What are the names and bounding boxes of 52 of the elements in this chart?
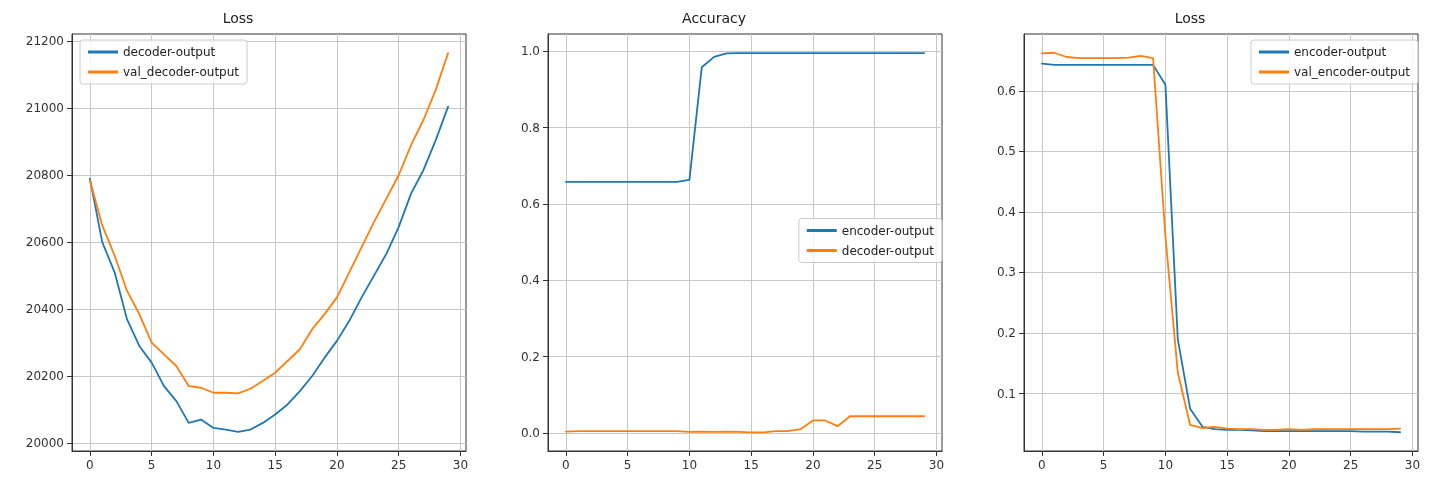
x-tick-label: 5: [623, 458, 632, 472]
y-tick-label: 0.8: [520, 120, 540, 135]
y-tick-label: 21200: [25, 34, 64, 49]
x-tick-label: 20: [805, 458, 821, 472]
legend-label: decoder-output: [123, 45, 216, 59]
x-tick-label: 0: [1038, 458, 1046, 472]
x-tick-label: 20: [329, 458, 345, 472]
x-tick-label: 30: [928, 458, 945, 472]
chart-title: Accuracy: [682, 10, 746, 26]
x-tick-label: 10: [681, 458, 698, 472]
x-tick-label: 10: [1157, 458, 1174, 472]
y-tick-label: 20600: [25, 235, 64, 250]
chart-title: Loss: [222, 10, 254, 26]
x-tick-label: 5: [1099, 458, 1108, 472]
x-tick-label: 5: [147, 458, 156, 472]
y-tick-label: 0.6: [996, 83, 1016, 98]
y-tick-label: 0.0: [520, 426, 540, 441]
x-tick-label: 25: [391, 458, 407, 472]
x-tick-label: 15: [1219, 458, 1235, 472]
legend-label: val_encoder-output: [1293, 65, 1411, 79]
y-tick-label: 0.3: [996, 265, 1016, 280]
x-tick-label: 0: [562, 458, 570, 472]
y-tick-label: 0.5: [996, 144, 1016, 159]
x-tick-label: 15: [743, 458, 759, 472]
y-tick-label: 21000: [25, 101, 64, 116]
legend-label: encoder-output: [841, 223, 935, 238]
y-tick-label: 0.4: [996, 204, 1016, 219]
y-tick-label: 1.0: [520, 44, 540, 59]
legend-label: val_decoder-output: [123, 65, 240, 79]
y-tick-label: 20800: [25, 168, 64, 183]
x-tick-label: 25: [867, 458, 883, 472]
y-tick-label: 20000: [25, 435, 64, 450]
y-tick-label: 20200: [25, 369, 64, 384]
y-tick-label: 20400: [25, 302, 64, 317]
x-tick-label: 25: [1343, 458, 1359, 472]
y-tick-label: 0.2: [996, 325, 1016, 340]
x-tick-label: 30: [1404, 458, 1421, 472]
x-tick-label: 15: [267, 458, 283, 472]
legend-label: decoder-output: [841, 243, 935, 258]
y-tick-label: 0.2: [520, 349, 540, 364]
x-tick-label: 10: [205, 458, 222, 472]
legend-label: encoder-output: [1293, 45, 1387, 59]
y-tick-label: 0.6: [520, 196, 540, 211]
y-tick-label: 0.1: [996, 386, 1016, 401]
x-tick-label: 30: [452, 458, 469, 472]
line-series: [89, 105, 449, 433]
x-tick-label: 20: [1281, 458, 1297, 472]
x-tick-label: 0: [86, 458, 94, 472]
chart-title: Loss: [1174, 10, 1206, 26]
line-series: [565, 52, 925, 183]
line-series: [565, 415, 925, 434]
y-tick-label: 0.4: [520, 273, 540, 288]
